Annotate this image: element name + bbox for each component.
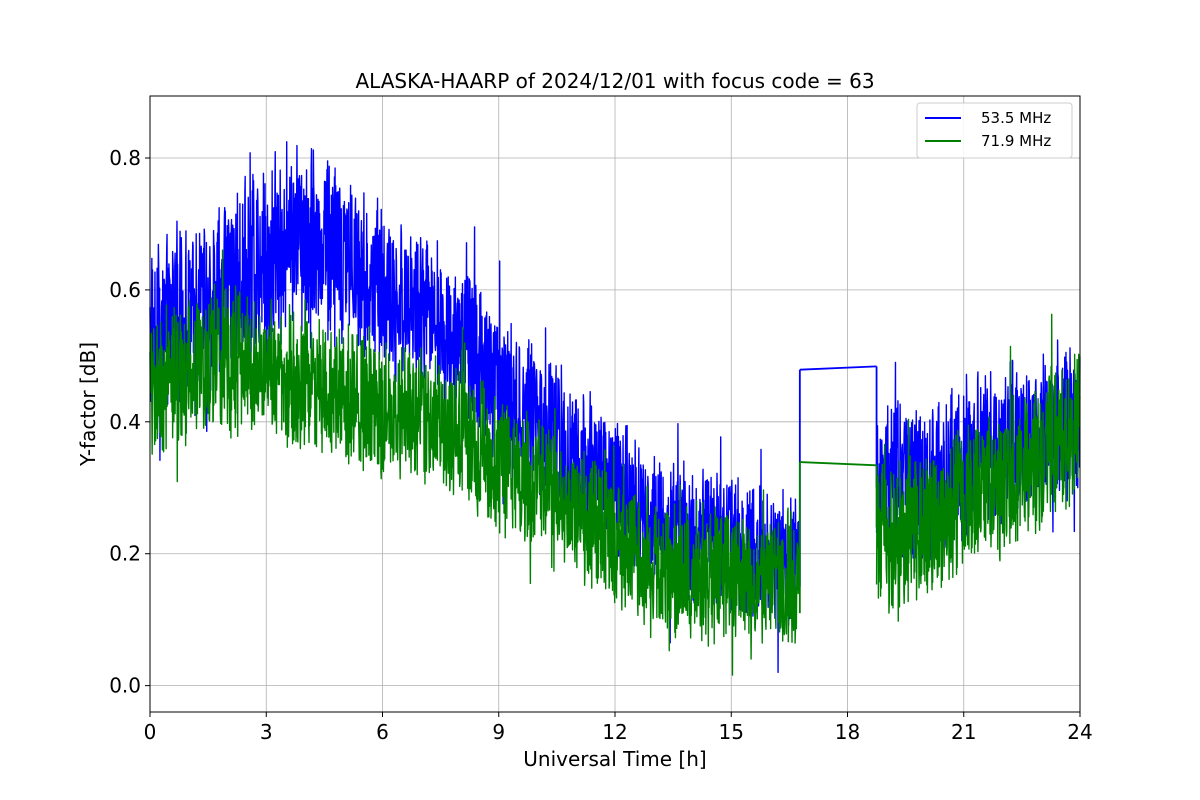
y-tick-label: 0.4 (109, 410, 141, 434)
series-gap-line (799, 461, 877, 467)
y-tick-label: 0.8 (109, 146, 141, 170)
plot-area (149, 141, 1081, 676)
x-tick-label: 3 (260, 720, 273, 744)
legend: 53.5 MHz 71.9 MHz (916, 102, 1073, 159)
x-tick-label: 12 (602, 720, 627, 744)
x-tick-label: 18 (835, 720, 860, 744)
series-segment-before-gap (149, 141, 801, 674)
x-tick-label: 15 (719, 720, 744, 744)
y-ticks: 0.0 0.2 0.4 0.6 0.8 (109, 146, 150, 698)
series-71-9-mhz (149, 249, 1081, 676)
legend-label-53-5: 53.5 MHz (981, 109, 1051, 127)
x-axis-label: Universal Time [h] (523, 747, 706, 771)
series-segment-before-gap (149, 249, 801, 676)
x-tick-label: 0 (144, 720, 157, 744)
x-tick-label: 6 (376, 720, 389, 744)
legend-label-71-9: 71.9 MHz (981, 132, 1051, 150)
x-tick-label: 9 (492, 720, 505, 744)
y-tick-label: 0.0 (109, 674, 141, 698)
series-segment-after-gap (875, 313, 1081, 622)
y-axis-label: Y-factor [dB] (76, 342, 100, 467)
series-gap-line (799, 365, 877, 371)
x-ticks: 0 3 6 9 12 15 18 21 24 (144, 712, 1093, 744)
chart-title: ALASKA-HAARP of 2024/12/01 with focus co… (355, 69, 874, 93)
y-tick-label: 0.6 (109, 278, 141, 302)
y-tick-label: 0.2 (109, 542, 141, 566)
x-tick-label: 21 (951, 720, 976, 744)
x-tick-label: 24 (1067, 720, 1092, 744)
legend-box (916, 102, 1073, 159)
